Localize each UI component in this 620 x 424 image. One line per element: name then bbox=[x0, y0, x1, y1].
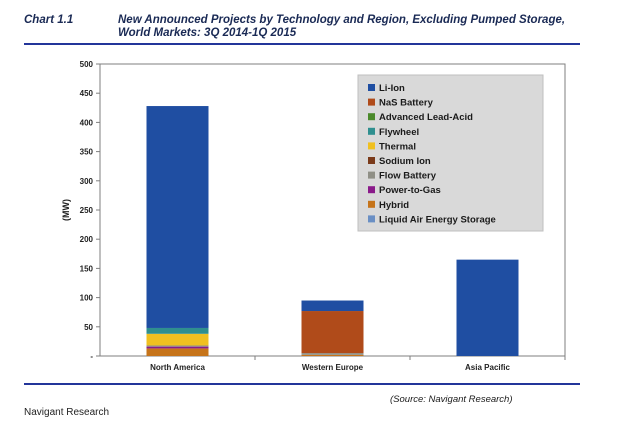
bar-segment bbox=[456, 259, 519, 356]
bar-segment bbox=[301, 300, 364, 312]
y-tick-label: 300 bbox=[80, 177, 94, 186]
legend-box bbox=[357, 74, 544, 232]
bar-segment bbox=[301, 353, 364, 355]
bars bbox=[146, 106, 519, 356]
legend-swatch bbox=[368, 157, 375, 164]
legend-swatch bbox=[368, 215, 375, 223]
bar-segment bbox=[146, 333, 209, 346]
legend-entry-label: Flywheel bbox=[379, 127, 419, 138]
title-divider bbox=[24, 43, 580, 45]
legend-swatch bbox=[368, 200, 375, 208]
bar-segment bbox=[146, 348, 209, 356]
y-tick-label: 400 bbox=[80, 118, 94, 127]
legend-swatch bbox=[368, 142, 375, 150]
bar-segment bbox=[146, 345, 209, 347]
y-tick-label: 50 bbox=[84, 323, 93, 332]
bar-segment bbox=[301, 311, 364, 354]
y-tick-label: 450 bbox=[80, 89, 94, 98]
x-category-label: Western Europe bbox=[302, 363, 364, 372]
source-note: (Source: Navigant Research) bbox=[390, 394, 513, 405]
y-tick-label: 100 bbox=[80, 294, 94, 303]
legend-entry-label: Flow Battery bbox=[379, 171, 437, 182]
x-category-label: North America bbox=[150, 363, 205, 372]
legend-entry-label: Power-to-Gas bbox=[379, 185, 441, 196]
bar-segment bbox=[146, 346, 209, 349]
legend-entry-label: Thermal bbox=[379, 141, 416, 152]
bottom-divider bbox=[24, 383, 580, 385]
y-tick-label: 500 bbox=[80, 60, 94, 69]
legend-entry-label: Liquid Air Energy Storage bbox=[379, 214, 496, 225]
legend-entry-label: NaS Battery bbox=[379, 98, 434, 109]
y-tick-label: 200 bbox=[80, 235, 94, 244]
y-axis-label: (MW) bbox=[61, 199, 71, 221]
legend-entry-label: Hybrid bbox=[379, 200, 409, 211]
legend: Li-Ion NaS Battery Advanced Lead-Acid Flywh… bbox=[357, 74, 544, 232]
x-category-label: Asia Pacific bbox=[465, 363, 510, 372]
legend-entry-label: Sodium Ion bbox=[379, 156, 431, 167]
legend-entry-label: Li-Ion bbox=[379, 83, 405, 94]
y-tick-label: 350 bbox=[80, 148, 94, 157]
bar-segment bbox=[146, 327, 209, 334]
y-tick-label: 150 bbox=[80, 264, 94, 273]
legend-entry-label: Advanced Lead-Acid bbox=[379, 112, 473, 123]
legend-swatch bbox=[368, 171, 375, 179]
legend-swatch bbox=[368, 84, 375, 91]
footer-text: Navigant Research bbox=[24, 407, 110, 418]
chart-number-label: Chart 1.1 bbox=[24, 14, 74, 26]
y-tick-label: 250 bbox=[80, 206, 94, 215]
y-tick-label: - bbox=[90, 352, 93, 361]
bar-segment bbox=[301, 354, 364, 356]
bar-segment bbox=[146, 106, 209, 328]
chart-title: New Announced Projects by Technology and… bbox=[118, 14, 566, 39]
legend-swatch bbox=[368, 127, 375, 135]
legend-swatch bbox=[368, 113, 375, 121]
legend-swatch bbox=[368, 186, 375, 194]
legend-swatch bbox=[368, 98, 375, 106]
